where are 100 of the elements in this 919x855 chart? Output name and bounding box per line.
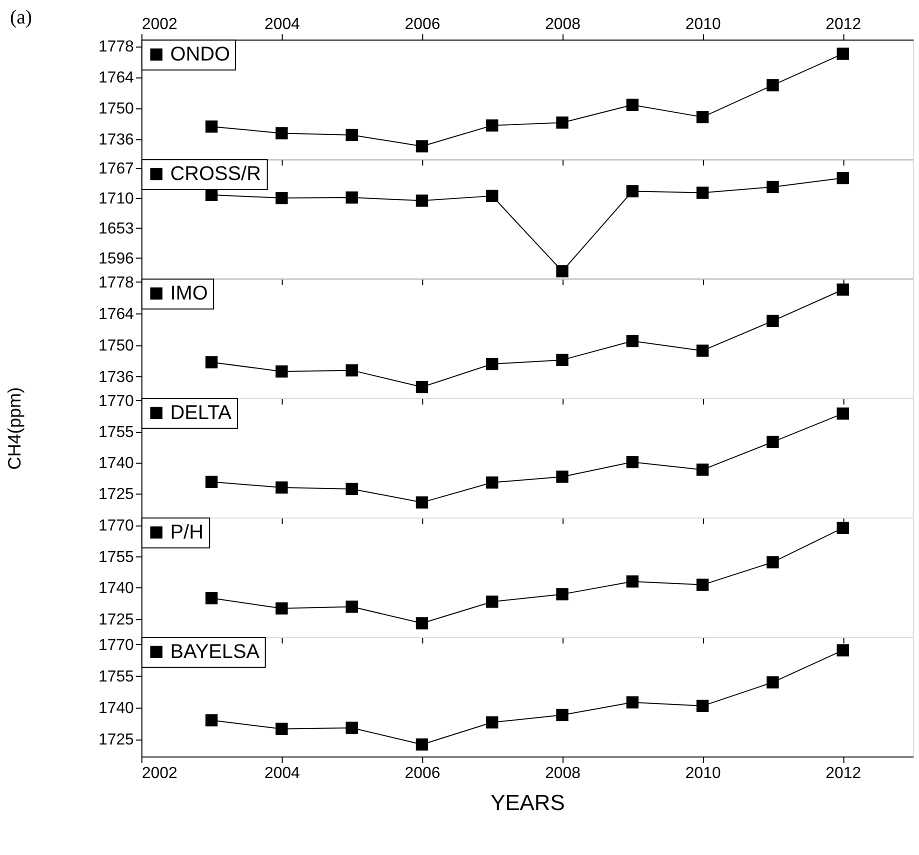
point <box>626 334 639 348</box>
point <box>626 185 639 198</box>
x2-tick-label: 2008 <box>545 16 581 34</box>
point <box>556 116 568 129</box>
legend-label: DELTA <box>170 402 232 424</box>
y-tick-label: 1740 <box>98 580 134 598</box>
point <box>626 456 639 468</box>
point <box>766 314 779 328</box>
x2-tick-label: 2004 <box>264 16 300 34</box>
point <box>276 722 288 735</box>
y-tick-label: 1740 <box>98 455 134 472</box>
x-tick-label: 2004 <box>264 764 300 782</box>
point <box>556 588 568 600</box>
point <box>626 696 639 708</box>
point <box>766 676 779 688</box>
point <box>205 476 218 488</box>
y-tick-label: 1725 <box>98 612 134 629</box>
y-tick-label: 1653 <box>98 220 134 238</box>
x2-tick-label: 2006 <box>404 16 440 34</box>
y-tick-label: 1770 <box>98 636 134 654</box>
point <box>346 482 358 496</box>
point <box>626 98 639 111</box>
point <box>696 344 709 357</box>
point <box>556 265 568 278</box>
y-tick-label: 1755 <box>98 668 134 686</box>
y-tick-label: 1764 <box>98 306 134 323</box>
y-tick-label: 1755 <box>98 424 134 442</box>
point <box>766 79 779 92</box>
x-tick-label: 2008 <box>545 764 581 782</box>
x-tick-label: 2010 <box>685 764 721 782</box>
legend-label: CROSS/R <box>170 163 261 186</box>
legend-label: P/H <box>170 521 204 544</box>
point <box>416 617 428 630</box>
x-tick-label: 2002 <box>142 764 178 782</box>
x2-tick-label: 2010 <box>685 16 721 34</box>
y-tick-label: 1767 <box>98 160 134 178</box>
point <box>205 714 218 726</box>
point <box>276 481 288 494</box>
point <box>276 192 288 204</box>
point <box>556 708 568 722</box>
point <box>205 592 218 604</box>
point <box>696 110 709 124</box>
point <box>486 119 498 132</box>
point <box>836 522 849 534</box>
point <box>836 407 849 420</box>
y-tick-label: 1596 <box>98 250 134 268</box>
point <box>416 380 428 394</box>
point <box>205 356 218 368</box>
point <box>486 358 498 370</box>
point <box>766 436 779 448</box>
point <box>346 128 358 142</box>
text: (a) <box>10 6 32 29</box>
point <box>416 738 428 751</box>
legend-label: IMO <box>170 282 208 304</box>
point <box>486 596 498 608</box>
point <box>696 700 709 712</box>
point <box>486 190 498 202</box>
point <box>346 600 358 613</box>
y-tick-label: 1764 <box>98 70 134 87</box>
point <box>416 194 428 207</box>
point <box>416 140 428 152</box>
x2-tick-label: 2002 <box>142 16 178 34</box>
legend-label: ONDO <box>170 44 230 66</box>
y-tick-label: 1770 <box>98 393 134 410</box>
point <box>486 476 498 489</box>
y-tick-label: 1736 <box>98 369 134 386</box>
point <box>696 186 709 199</box>
y-tick-label: 1725 <box>98 732 134 749</box>
x2-tick-label: 2012 <box>826 16 862 34</box>
y-tick-label: 1755 <box>98 548 134 566</box>
y-tick-label: 1750 <box>98 100 134 118</box>
y-tick-label: 1710 <box>98 190 134 208</box>
point <box>346 191 358 204</box>
point <box>766 180 779 194</box>
point <box>556 354 568 366</box>
point <box>696 578 709 591</box>
point <box>486 716 498 728</box>
point <box>346 722 358 734</box>
point <box>276 127 288 140</box>
y-tick-label: 1778 <box>98 274 134 292</box>
x-tick-label: 2012 <box>826 764 862 782</box>
point <box>346 364 358 376</box>
x-axis-title: YEARS <box>490 790 565 815</box>
point <box>556 470 568 483</box>
point <box>836 644 849 656</box>
y-axis-title: CH4(ppm) <box>4 387 24 470</box>
legend-label: BAYELSA <box>170 640 260 663</box>
y-tick-label: 1778 <box>98 38 134 56</box>
point <box>205 120 218 133</box>
y-tick-label: 1725 <box>98 486 134 504</box>
point <box>836 48 849 60</box>
y-tick-label: 1750 <box>98 338 134 355</box>
point <box>696 464 709 476</box>
point <box>626 575 639 588</box>
point <box>766 556 779 568</box>
y-tick-label: 1770 <box>98 518 134 535</box>
y-tick-label: 1736 <box>98 132 134 149</box>
x-tick-label: 2006 <box>404 764 440 782</box>
y-tick-label: 1740 <box>98 700 134 718</box>
point <box>836 284 849 296</box>
